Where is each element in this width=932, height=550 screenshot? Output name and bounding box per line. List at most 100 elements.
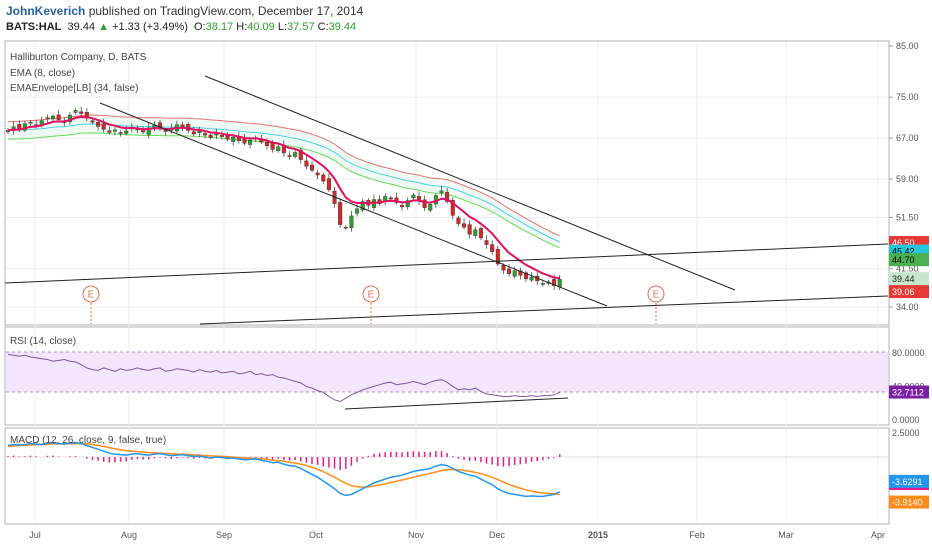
candle-body	[422, 199, 427, 208]
candle-body	[315, 172, 320, 176]
candle-body	[304, 160, 309, 167]
macd-label: MACD (12, 26, close, 9, false, true)	[10, 435, 166, 446]
rsi-trendline[interactable]	[344, 397, 569, 410]
time-tick-label: 2015	[588, 530, 608, 540]
time-tick-label: Dec	[489, 530, 506, 540]
candle-body	[445, 191, 450, 202]
candle-body	[51, 115, 56, 120]
candle-body	[321, 174, 326, 182]
envelope-lower-tag: 44.70	[892, 255, 915, 265]
candle-body	[473, 229, 478, 236]
ema-label: EMA (8, close)	[10, 68, 75, 79]
envelope-lower-tag-bg	[889, 253, 929, 267]
candle-body	[231, 136, 236, 142]
candle-body	[107, 130, 112, 133]
candle-body	[450, 200, 455, 216]
earnings-marker-label: E	[88, 290, 95, 301]
candle-body	[191, 131, 196, 135]
price-tick-label: 41.50	[896, 264, 919, 274]
trendline-channel-bottom[interactable]	[99, 102, 608, 307]
price-panel-title: Halliburton Company, D, BATS	[10, 52, 147, 63]
quote-line: BATS:HAL 39.44 ▲ +1.33 (+3.49%) O:38.17 …	[6, 21, 356, 33]
candle-body	[557, 278, 562, 288]
time-tick-label: Sep	[216, 530, 232, 540]
candle-body	[112, 129, 117, 132]
ema-envelope	[7, 114, 560, 249]
candle-body	[298, 149, 303, 160]
trendline-upper-support[interactable]	[4, 243, 889, 284]
time-tick-label: Nov	[408, 530, 425, 540]
publish-header: JohnKeverich published on TradingView.co…	[6, 4, 363, 18]
open-value: 38.17	[205, 21, 234, 33]
rsi-tick-label: 80.0000	[892, 348, 925, 358]
candle-body	[501, 265, 506, 271]
candle-body	[478, 228, 483, 239]
candle-body	[462, 223, 467, 228]
close-label: C:	[317, 21, 329, 33]
candles	[5, 106, 562, 291]
macd-tick-label: 2.5000	[892, 428, 920, 438]
envelope-label: EMAEnvelope[LB] (34, false)	[10, 83, 138, 94]
candle-body	[388, 197, 393, 200]
price-tick-label: 85.00	[896, 41, 919, 51]
low-value: 37.57	[287, 21, 315, 33]
candle-body	[523, 272, 528, 280]
earnings-marker-label: E	[368, 290, 375, 301]
candle-body	[96, 122, 101, 127]
time-tick-label: Aug	[121, 530, 137, 540]
candle-body	[293, 152, 298, 157]
candle-body	[439, 190, 444, 194]
envelope-middle-tag: 45.42	[892, 247, 915, 257]
candle-body	[349, 215, 354, 228]
open-label: O:	[194, 21, 206, 33]
candle-body	[5, 130, 10, 133]
candle-body	[343, 226, 348, 229]
candle-body	[214, 133, 219, 136]
author-link[interactable]: JohnKeverich	[6, 4, 86, 18]
signal-value-tag-bg	[889, 495, 929, 509]
time-tick-label: Mar	[778, 530, 794, 540]
candle-body	[490, 244, 495, 252]
publish-info: published on TradingView.com, December 1…	[88, 4, 364, 18]
last-price-tag: 39.44	[892, 274, 915, 284]
candle-body	[124, 130, 129, 134]
earnings-marker[interactable]: E	[647, 285, 665, 324]
earnings-marker[interactable]: E	[82, 285, 100, 324]
rsi-panel-frame	[4, 326, 890, 426]
candle-body	[45, 117, 50, 119]
trendline-lower-support[interactable]	[199, 295, 889, 325]
price-axis[interactable]: 85.00 75.00 67.00 59.00 51.50 41.50 34.00	[889, 41, 919, 312]
candle-body	[101, 123, 106, 130]
candle-body	[287, 155, 292, 157]
trendline-channel-top[interactable]	[204, 75, 736, 291]
up-arrow-icon: ▲	[98, 21, 110, 33]
candle-body	[326, 178, 331, 191]
macd-value-tag-bg	[889, 474, 929, 488]
symbol-label: BATS:HAL	[6, 21, 62, 33]
macd-histogram	[7, 451, 561, 471]
candle-body	[411, 194, 416, 199]
candle-body	[400, 204, 405, 207]
candle-body	[529, 277, 534, 281]
low-label: L:	[277, 21, 288, 33]
time-tick-label: Apr	[871, 530, 885, 540]
candle-body	[360, 201, 365, 211]
close-value: 39.44	[328, 21, 357, 33]
rsi-value-tag: 32.7112	[892, 388, 924, 398]
candle-body	[208, 134, 213, 138]
last-price: 39.44	[67, 21, 96, 33]
signal-line	[7, 442, 560, 496]
high-label: H:	[236, 21, 248, 33]
earnings-marker[interactable]: E	[362, 285, 380, 324]
candle-body	[484, 240, 489, 245]
rsi-band	[6, 352, 888, 392]
candle-body	[495, 248, 500, 265]
rsi-tick-label: 0.0000	[892, 415, 920, 425]
time-axis[interactable]: Jul Aug Sep Oct Nov Dec 2015 Feb Mar Apr	[29, 530, 885, 540]
last-price-tag-bg	[889, 272, 929, 286]
time-tick-label: Feb	[689, 530, 705, 540]
ema-value-tag: 39.06	[892, 287, 915, 297]
value-tags: 46.5045.4244.7039.4439.0632.71120.2849-3…	[889, 236, 929, 509]
earnings-marker-label: E	[653, 290, 660, 301]
